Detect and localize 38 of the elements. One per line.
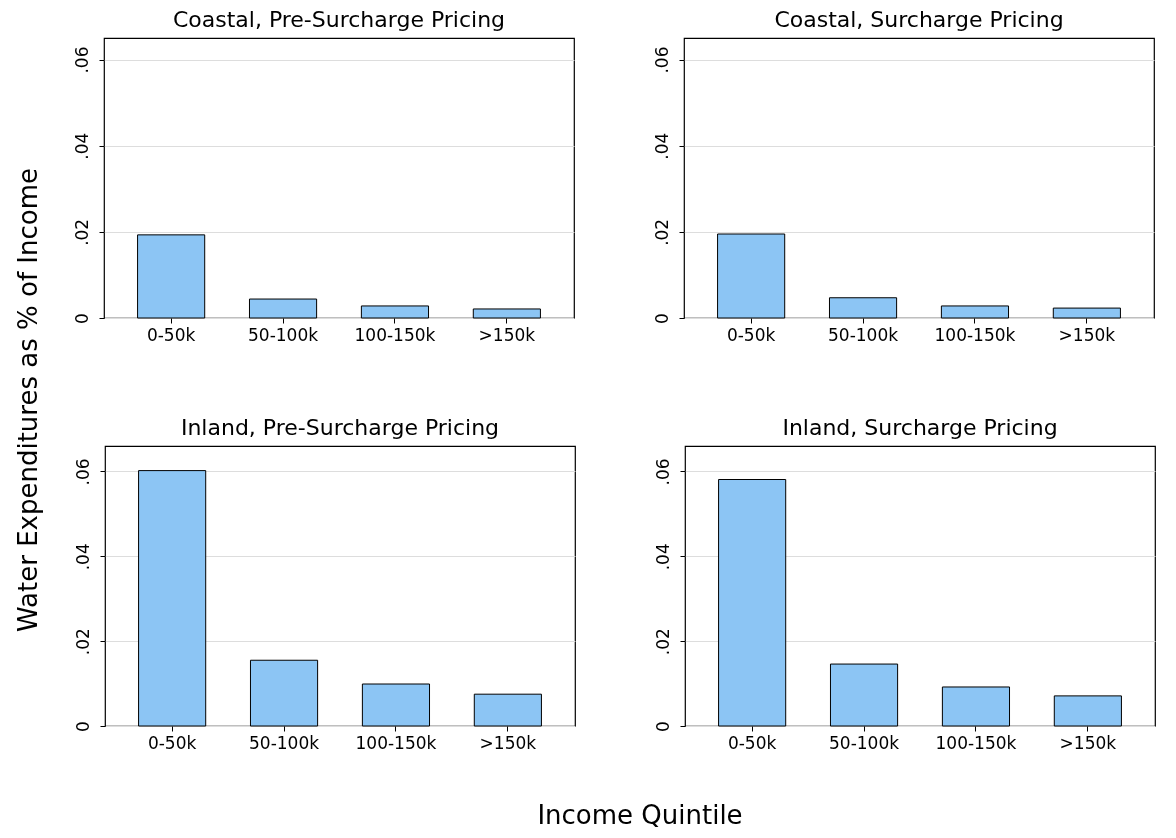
y-tick-label: .04 (652, 543, 673, 571)
y-tick-label: 0 (71, 313, 92, 324)
x-tick-label: 0-50k (147, 732, 197, 753)
x-tick-label: 100-150k (354, 324, 436, 345)
y-tick-label: .06 (71, 46, 92, 74)
x-tick-label: 0-50k (727, 732, 777, 753)
y-tick-label: .02 (651, 218, 672, 246)
x-tick-label: 0-50k (146, 324, 196, 345)
x-tick-label: 100-150k (935, 732, 1017, 753)
chart-title: Inland, Surcharge Pricing (782, 415, 1058, 440)
chart-title: Inland, Pre-Surcharge Pricing (180, 415, 500, 440)
x-tick-label: 50-100k (248, 324, 319, 345)
x-tick-label: 50-100k (828, 324, 899, 345)
y-tick-label: .02 (652, 628, 673, 656)
x-tick-label: 50-100k (829, 732, 900, 753)
y-tick-label: 0 (72, 721, 93, 732)
x-tick-label: 100-150k (355, 732, 437, 753)
y-tick-label: .06 (652, 458, 673, 486)
y-tick-label: .04 (651, 132, 672, 160)
x-tick-label: >150k (1059, 732, 1117, 753)
chart-title: Coastal, Pre-Surcharge Pricing (172, 7, 506, 32)
y-tick-label: .02 (72, 628, 93, 656)
y-tick-label: .04 (72, 543, 93, 571)
y-tick-label: 0 (651, 313, 672, 324)
x-tick-label: 50-100k (249, 732, 320, 753)
x-tick-label: 0-50k (726, 324, 776, 345)
y-tick-label: .06 (72, 458, 93, 486)
y-axis-title: Water Expenditures as % of Income (13, 168, 43, 632)
chart-title: Coastal, Surcharge Pricing (774, 7, 1064, 32)
x-tick-label: >150k (1058, 324, 1116, 345)
x-tick-label: >150k (478, 324, 536, 345)
x-tick-label: >150k (479, 732, 537, 753)
y-tick-label: .06 (651, 46, 672, 74)
x-tick-label: 100-150k (934, 324, 1016, 345)
x-axis-title: Income Quintile (537, 800, 743, 830)
y-tick-label: .02 (71, 218, 92, 246)
y-tick-label: .04 (71, 132, 92, 160)
y-tick-label: 0 (652, 721, 673, 732)
